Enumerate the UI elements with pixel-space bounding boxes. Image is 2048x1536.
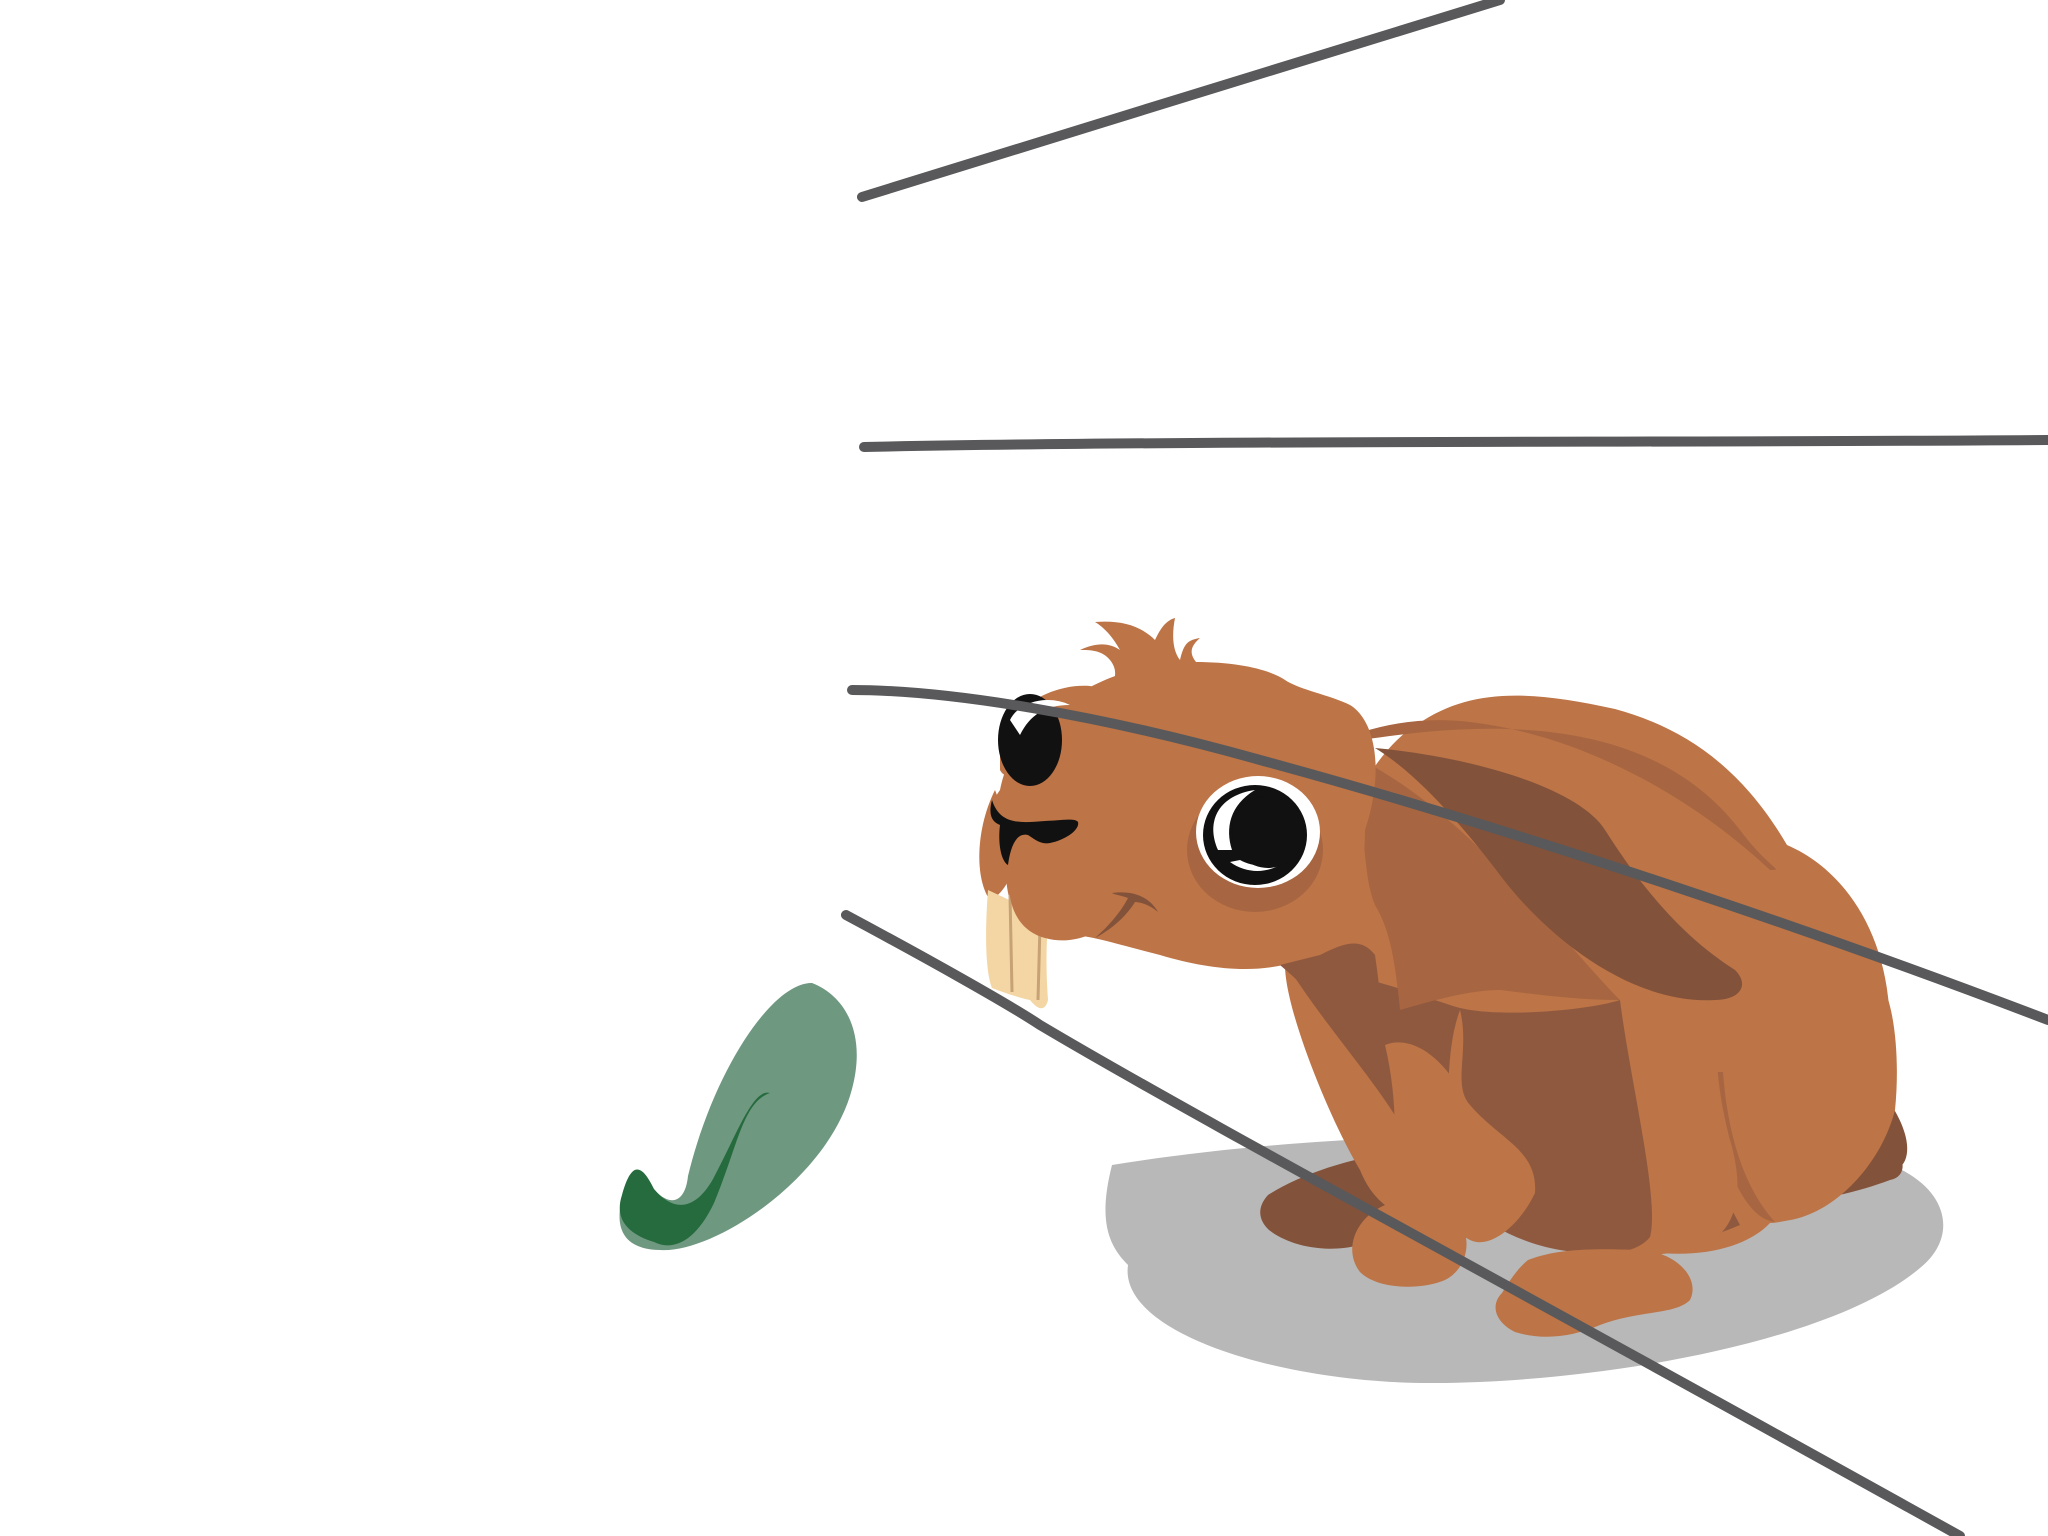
front-leg-back (1352, 1042, 1470, 1287)
rain-line-3 (847, 685, 2048, 1025)
cheek-flap (979, 790, 1015, 900)
front-leg-front (1443, 1010, 1536, 1243)
rear-thigh (1715, 980, 1897, 1222)
rabbit-ear (1375, 748, 1743, 1001)
back-shading (1330, 720, 1776, 870)
eye-icon (1196, 776, 1320, 888)
nose-icon (990, 800, 1079, 865)
muzzle (1008, 859, 1100, 941)
chest-shade (1340, 750, 1620, 1010)
rain-lines (841, 0, 2048, 1536)
leaf-icon (619, 982, 857, 1251)
rain-line-4 (841, 910, 1965, 1536)
rain-line-2 (859, 435, 2048, 452)
neck (1280, 943, 1383, 1070)
rain-line-1 (857, 0, 1505, 202)
hind-leg (1610, 1000, 1738, 1256)
mouth (1095, 892, 1158, 938)
fur-tuft (1080, 618, 1285, 697)
front-foot (1495, 1249, 1693, 1337)
